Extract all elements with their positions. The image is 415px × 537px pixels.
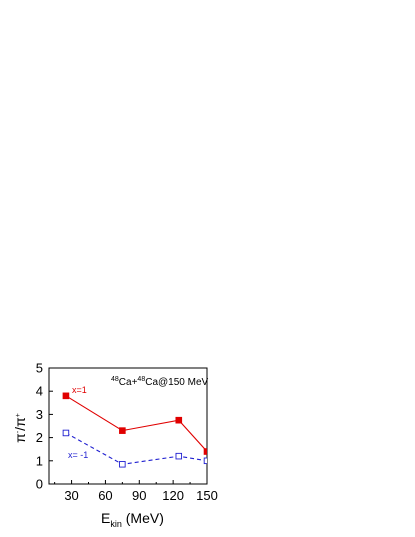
plot-area bbox=[48, 367, 208, 485]
y-tick-label: 4 bbox=[36, 384, 43, 399]
data-point bbox=[119, 461, 126, 468]
data-point bbox=[175, 416, 183, 424]
data-point bbox=[203, 448, 207, 455]
series-line bbox=[65, 432, 207, 465]
x-tick-label: 60 bbox=[98, 488, 112, 503]
data-point bbox=[203, 457, 207, 465]
data-point bbox=[175, 452, 183, 460]
y-tick-label: 3 bbox=[36, 407, 43, 422]
chart-annotation: 48Ca+48Ca@150 MeV bbox=[111, 376, 209, 388]
series-layer bbox=[62, 392, 207, 468]
y-tick-label: 5 bbox=[36, 361, 43, 376]
x-tick-label: 30 bbox=[64, 488, 78, 503]
series-1 bbox=[62, 392, 207, 455]
x-tick-label: 120 bbox=[162, 488, 184, 503]
data-point bbox=[62, 429, 70, 437]
y-axis-title: π-/π+ bbox=[12, 413, 28, 443]
y-tick-label: 0 bbox=[36, 477, 43, 492]
data-point bbox=[62, 392, 70, 400]
series-label-xm1: x= -1 bbox=[68, 450, 88, 460]
plot-frame bbox=[48, 367, 208, 485]
series-line bbox=[65, 395, 207, 452]
series-2 bbox=[62, 429, 207, 468]
data-point bbox=[119, 427, 126, 434]
y-tick-label: 1 bbox=[36, 453, 43, 468]
x-axis-title: Ekin (MeV) bbox=[101, 510, 164, 529]
axes: 0 1 2 3 4 5 30 60 90 120 150 bbox=[36, 361, 218, 504]
labels: x=1 x= -1 48Ca+48Ca@150 MeV Ekin (MeV) π… bbox=[12, 376, 209, 529]
x-tick-label: 90 bbox=[132, 488, 146, 503]
series-label-x1: x=1 bbox=[72, 385, 87, 395]
x-tick-label: 150 bbox=[196, 488, 218, 503]
y-tick-label: 2 bbox=[36, 430, 43, 445]
